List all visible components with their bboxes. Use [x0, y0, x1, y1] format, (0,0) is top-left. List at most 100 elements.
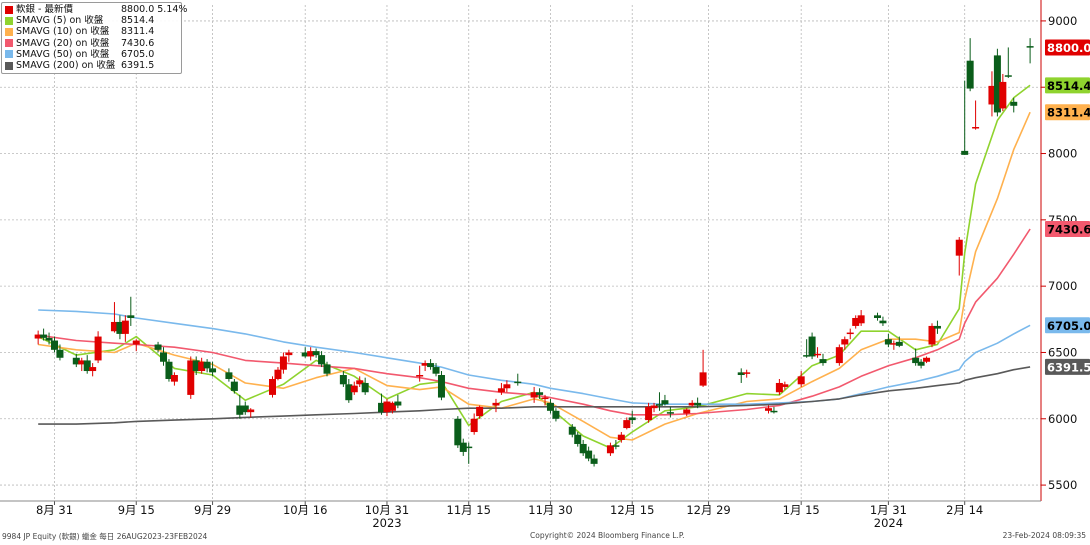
candle-body [688, 402, 696, 406]
legend-swatch [5, 16, 13, 25]
legend-label: SMAVG (5) on 收盤 [16, 15, 104, 27]
candle-body [612, 445, 620, 447]
candle-body [94, 336, 102, 361]
x-tick-label: 1月 31 [870, 503, 907, 517]
candle-body [361, 382, 369, 393]
y-tick-label: 6500 [1048, 345, 1077, 359]
candle-body [552, 410, 560, 419]
legend-swatch [5, 27, 13, 36]
candle-body [590, 458, 598, 464]
candle-body [312, 351, 320, 356]
candle-body [285, 352, 293, 356]
candle-body [912, 357, 920, 364]
price-label-box [1045, 104, 1090, 121]
x-tick-label: 10月 31 [365, 503, 409, 517]
legend-row-sma50: SMAVG (50) on 收盤 6705.0 [2, 49, 181, 60]
legend-row-sma5: SMAVG (5) on 收盤 8514.4 [2, 15, 181, 26]
x-tick-label: 9月 15 [118, 503, 155, 517]
candle-body [121, 320, 129, 334]
candle-body [743, 372, 751, 374]
footer-timestamp: 23-Feb-2024 08:09:35 [1002, 531, 1086, 540]
legend-label: SMAVG (200) on 收盤 [16, 59, 116, 71]
candle-body [835, 347, 843, 364]
candle-body [83, 360, 91, 372]
candle-body [45, 337, 53, 341]
candle-body [1004, 75, 1012, 77]
candle-body [388, 402, 396, 411]
candle-body [737, 372, 745, 376]
candle-body [846, 332, 854, 335]
candle-body [356, 380, 364, 385]
candle-body [72, 357, 80, 365]
candle-body [437, 375, 445, 398]
candle-body [40, 334, 48, 338]
candle-body [225, 372, 233, 379]
legend-swatch [5, 50, 13, 59]
candle-body [585, 450, 593, 459]
candle-body [814, 353, 822, 356]
candle-body [988, 85, 996, 105]
candle-body [165, 361, 173, 379]
x-tick-label: 11月 30 [528, 503, 572, 517]
candle-body [873, 315, 881, 318]
candle-body [198, 361, 206, 372]
candle-body [661, 400, 669, 405]
candle-body [323, 364, 331, 374]
candle-body [819, 359, 827, 364]
x-tick-label: 2月 14 [946, 503, 983, 517]
y-tick-label: 7000 [1048, 279, 1077, 293]
candle-body [350, 385, 358, 393]
candle-body [127, 315, 135, 318]
candle-body [203, 361, 211, 369]
legend-label: SMAVG (10) on 收盤 [16, 26, 110, 38]
x-tick-label: 10月 16 [283, 503, 327, 517]
candle-body [274, 369, 282, 379]
legend-label: 軟銀 - 最新價 [16, 4, 73, 15]
candle-body [841, 339, 849, 345]
candle-body [116, 321, 124, 334]
legend-swatch [5, 39, 13, 48]
y-tick-label: 6000 [1048, 412, 1077, 426]
candle-body [955, 239, 963, 256]
candle-body [972, 127, 980, 129]
candle-body [541, 397, 549, 400]
legend-row-sma20: SMAVG (20) on 收盤 7430.6 [2, 38, 181, 49]
candle-body [383, 401, 391, 413]
candle-body [579, 443, 587, 454]
candle-body [628, 417, 636, 421]
candle-body [416, 375, 424, 377]
candle-body [465, 446, 473, 449]
candle-body [78, 360, 86, 365]
candle-body [764, 408, 772, 411]
candle-body [1010, 101, 1018, 106]
axes: 550060006500700075008000850090008月 319月 … [0, 0, 1077, 530]
candle-body [154, 344, 162, 350]
y-tick-label: 8000 [1048, 147, 1077, 161]
price-label-box [1045, 39, 1090, 56]
candle-body [454, 418, 462, 446]
candle-body [209, 368, 217, 373]
price-label-box [1045, 221, 1090, 238]
candle-body [503, 384, 511, 389]
candle-body [683, 409, 691, 414]
candle-body [160, 352, 168, 362]
candle-body [530, 392, 538, 398]
y-tick-label: 5500 [1048, 478, 1077, 492]
legend-value: 8311.4 [121, 26, 155, 38]
candle-body [808, 336, 816, 357]
candle-body [89, 367, 97, 372]
candle-body [917, 361, 925, 366]
candle-body [923, 357, 931, 362]
legend-value: 8800.0 5.14% [121, 4, 188, 15]
price-label-text: 8311.4 [1047, 106, 1090, 120]
grid [0, 5, 1041, 501]
candle-body [378, 402, 386, 413]
candle-body [890, 343, 898, 345]
candle-body [993, 55, 1001, 113]
ma-line [38, 111, 1031, 441]
candle-body [230, 381, 238, 391]
price-label-box [1045, 77, 1090, 94]
candle-body [999, 81, 1007, 109]
candle-body [655, 404, 663, 406]
